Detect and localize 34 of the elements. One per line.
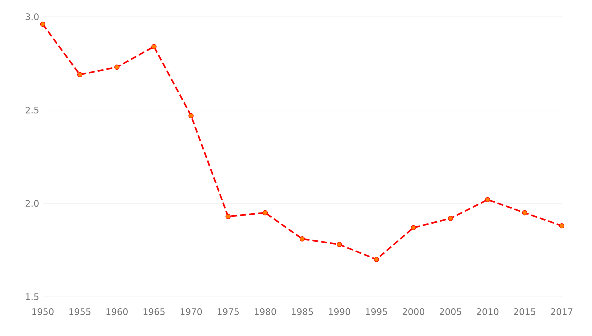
x-tick-label: 1975 xyxy=(218,308,239,316)
point xyxy=(522,210,528,216)
x-tick-label: 1985 xyxy=(292,308,314,316)
point xyxy=(336,242,342,248)
point xyxy=(411,225,416,231)
x-tick-label: 2017 xyxy=(551,308,573,316)
point xyxy=(114,64,120,70)
point xyxy=(262,210,268,216)
point xyxy=(40,22,46,28)
x-tick-label: 1955 xyxy=(70,308,91,316)
x-tick-label: 2005 xyxy=(440,308,462,316)
y-tick-label: 2.5 xyxy=(26,106,39,114)
point xyxy=(226,214,231,220)
y-tick-label: 3.0 xyxy=(26,14,39,20)
y-tick-label: 1.5 xyxy=(26,294,39,300)
x-tick-label: 1970 xyxy=(180,308,202,316)
x-tick-label: 2000 xyxy=(402,308,425,316)
point xyxy=(485,197,490,203)
point xyxy=(77,72,83,78)
point xyxy=(559,223,565,229)
y-tick-label: 2.0 xyxy=(26,200,39,208)
x-tick-label: 2015 xyxy=(514,308,536,316)
x-tick-label: 1950 xyxy=(32,308,54,316)
point xyxy=(152,44,157,50)
x-tick-label: 1980 xyxy=(255,308,276,316)
point xyxy=(300,236,306,242)
x-tick-label: 1960 xyxy=(106,308,128,316)
point xyxy=(188,113,194,119)
x-tick-label: 1965 xyxy=(144,308,165,316)
x-tick-label: 2010 xyxy=(477,308,499,316)
point xyxy=(374,257,380,262)
x-tick-label: 1990 xyxy=(329,308,350,316)
x-tick-label: 1995 xyxy=(366,308,388,316)
point xyxy=(448,216,454,222)
